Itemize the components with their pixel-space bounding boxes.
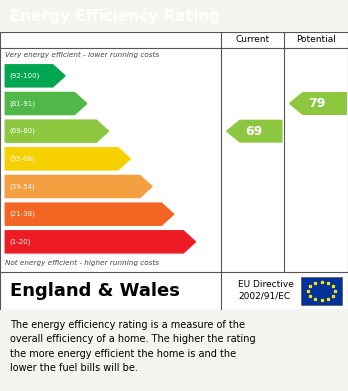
- Text: G: G: [197, 235, 207, 248]
- Text: (39-54): (39-54): [9, 183, 35, 190]
- Text: 69: 69: [245, 125, 262, 138]
- Text: D: D: [132, 152, 142, 165]
- Text: E: E: [154, 180, 163, 193]
- Text: A: A: [66, 69, 76, 83]
- FancyArrow shape: [5, 65, 65, 87]
- Text: The energy efficiency rating is a measure of the
overall efficiency of a home. T: The energy efficiency rating is a measur…: [10, 320, 256, 373]
- Text: EU Directive
2002/91/EC: EU Directive 2002/91/EC: [238, 280, 294, 301]
- Text: Not energy efficient - higher running costs: Not energy efficient - higher running co…: [5, 260, 159, 266]
- FancyArrow shape: [5, 231, 196, 253]
- Text: (1-20): (1-20): [9, 239, 31, 245]
- Text: B: B: [88, 97, 98, 110]
- Text: (81-91): (81-91): [9, 100, 35, 107]
- Text: Very energy efficient - lower running costs: Very energy efficient - lower running co…: [5, 52, 159, 58]
- Text: England & Wales: England & Wales: [10, 282, 180, 300]
- FancyArrow shape: [5, 176, 152, 197]
- FancyArrow shape: [5, 120, 109, 142]
- Text: (92-100): (92-100): [9, 73, 40, 79]
- Text: Energy Efficiency Rating: Energy Efficiency Rating: [10, 9, 220, 23]
- FancyArrow shape: [5, 92, 87, 115]
- Text: Potential: Potential: [296, 35, 336, 44]
- FancyArrow shape: [227, 120, 282, 142]
- Text: Current: Current: [235, 35, 269, 44]
- FancyArrow shape: [290, 93, 346, 114]
- Text: (69-80): (69-80): [9, 128, 35, 135]
- Text: (55-68): (55-68): [9, 156, 35, 162]
- Text: C: C: [110, 125, 119, 138]
- Bar: [301, 276, 342, 305]
- Text: F: F: [176, 208, 184, 221]
- FancyArrow shape: [5, 203, 174, 225]
- Text: 79: 79: [308, 97, 326, 110]
- Text: (21-38): (21-38): [9, 211, 35, 217]
- FancyArrow shape: [5, 148, 130, 170]
